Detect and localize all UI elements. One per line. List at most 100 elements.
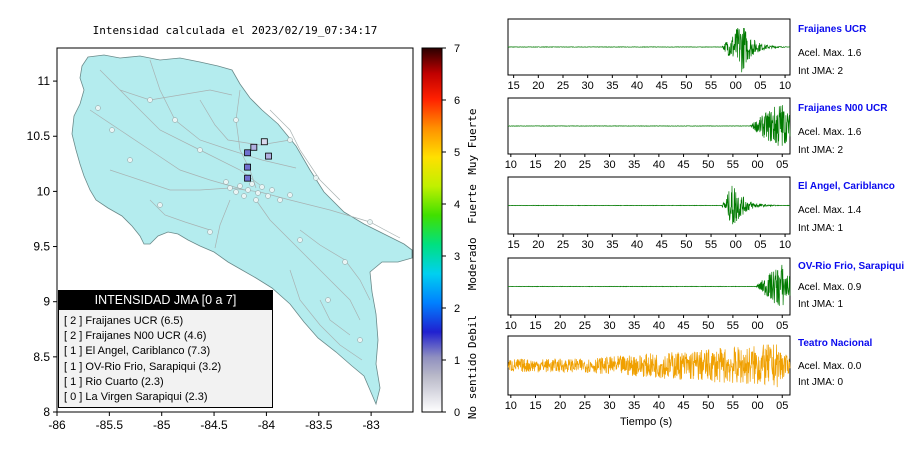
seismogram-tick-label: 15 [529, 320, 541, 332]
seismogram-tick-label: 25 [557, 239, 569, 251]
map-roads [89, 59, 401, 361]
seismogram-tick-label: 40 [653, 159, 665, 171]
seismogram-tick-label: 00 [751, 400, 763, 412]
seismogram-tick-label: 00 [730, 239, 742, 251]
colorbar-tick-label: 7 [454, 43, 460, 55]
seismogram-tick-label: 25 [557, 80, 569, 92]
seismogram-panels: 15 20 25 30 35 40 45 50 55 00 05 10 10 15 20 25 30 35 40 45… [505, 18, 791, 412]
seismogram-tick-label: 50 [702, 320, 714, 332]
seismogram-trace [507, 344, 791, 388]
station-acel: Acel. Max. 0.0 [798, 361, 862, 372]
lon-tick-label: -85.5 [96, 418, 124, 432]
seismogram-tick-label: 30 [603, 159, 615, 171]
seismogram-tick-label: 35 [628, 159, 640, 171]
seismogram-tick-label: 40 [631, 80, 643, 92]
seismogram-tick-label: 50 [680, 80, 692, 92]
legend-item: [ 2 ] Fraijanes N00 UCR (4.6) [64, 330, 207, 343]
station-name: Teatro Nacional [798, 338, 873, 349]
seismogram-tick-label: 10 [779, 80, 791, 92]
colorbar-tick-label: 4 [454, 199, 460, 211]
seismogram-tick-label: 40 [631, 239, 643, 251]
seismogram-tick-label: 40 [653, 400, 665, 412]
station-acel: Acel. Max. 0.9 [798, 282, 862, 293]
seismogram-tick-label: 00 [730, 80, 742, 92]
colorbar-tick-label: 3 [454, 251, 460, 263]
lat-tick-label: 10.5 [27, 129, 51, 143]
colorbar-tick-label: 1 [454, 355, 460, 367]
seismogram-tick-label: 35 [606, 239, 618, 251]
station-name: OV-Rio Frio, Sarapiqui [798, 261, 905, 272]
legend-title: INTENSIDAD JMA [0 a 7] [59, 291, 272, 310]
seismogram-tick-label: 35 [606, 80, 618, 92]
seismogram-tick-label: 10 [505, 159, 517, 171]
legend-item: [ 2 ] Fraijanes UCR (6.5) [64, 315, 184, 327]
seismogram-tick-label: 35 [628, 400, 640, 412]
lon-tick-label: -84.5 [200, 418, 228, 432]
seismogram-tick-label: 10 [505, 320, 517, 332]
seismogram-tick-label: 45 [677, 320, 689, 332]
seismogram-trace [507, 105, 791, 146]
seismogram-tick-label: 45 [677, 159, 689, 171]
seismogram-tick-label: 40 [653, 320, 665, 332]
station-acel: Acel. Max. 1.6 [798, 48, 862, 59]
seismogram-trace [508, 185, 791, 225]
seismogram-tick-label: 20 [554, 159, 566, 171]
station-marker [250, 143, 258, 151]
seismogram-tick-label: 05 [776, 320, 788, 332]
legend-item: [ 1 ] Rio Cuarto (2.3) [64, 375, 164, 388]
station-name: Fraijanes N00 UCR [798, 103, 888, 114]
station-int: Int JMA: 2 [798, 66, 844, 77]
map-title: Intensidad calculada el 2023/02/19_07:34… [92, 24, 378, 37]
station-int: Int JMA: 1 [798, 299, 844, 310]
lat-tick-label: 8.5 [33, 350, 50, 364]
colorbar-category-label: Debil [466, 315, 479, 348]
lon-tick-label: -85 [153, 418, 171, 432]
station-name: Fraijanes UCR [798, 24, 867, 35]
seismogram-tick-label: 15 [529, 400, 541, 412]
station-acel: Acel. Max. 1.6 [798, 127, 862, 138]
legend-item: [ 1 ] El Angel, Cariblanco (7.3) [64, 345, 211, 358]
seismogram-tick-label: 35 [628, 320, 640, 332]
seismogram-tick-label: 55 [705, 80, 717, 92]
seismogram-tick-label: 50 [702, 159, 714, 171]
colorbar [421, 47, 443, 413]
colorbar-category-label: Moderado [466, 237, 479, 290]
lat-tick-label: 10 [37, 184, 51, 198]
seismogram-tick-label: 30 [603, 400, 615, 412]
seismogram-tick-label: 55 [727, 400, 739, 412]
seismogram-tick-label: 55 [727, 159, 739, 171]
seismogram-xlabel: Tiempo (s) [620, 416, 673, 428]
station-int: Int JMA: 0 [798, 377, 844, 388]
seismogram-tick-label: 20 [532, 239, 544, 251]
seismogram-tick-label: 25 [579, 320, 591, 332]
colorbar-tick-label: 2 [454, 303, 460, 315]
seismogram-tick-label: 15 [508, 80, 520, 92]
seismogram-tick-label: 15 [508, 239, 520, 251]
seismogram-tick-label: 25 [579, 159, 591, 171]
seismogram-tick-label: 45 [677, 400, 689, 412]
seismogram-tick-label: 55 [727, 320, 739, 332]
lon-tick-label: -84 [258, 418, 276, 432]
seismogram-trace [508, 264, 791, 306]
seismogram-tick-label: 45 [656, 239, 668, 251]
seismogram-tick-label: 05 [776, 400, 788, 412]
legend-item: [ 1 ] OV-Rio Frio, Sarapiqui (3.2) [64, 360, 222, 373]
seismogram-tick-label: 50 [680, 239, 692, 251]
colorbar-category-label: Fuerte [466, 184, 479, 224]
map-axes: -86 -85.5 -85 -84.5 -84 -83.5 -83 11 10.5 10 9.5 9 8… [27, 74, 380, 432]
seismogram-tick-label: 30 [603, 320, 615, 332]
seismogram-tick-label: 00 [751, 320, 763, 332]
intensity-legend: INTENSIDAD JMA [0 a 7] [ 2 ] Fraijanes U… [58, 290, 273, 408]
seismogram-tick-label: 20 [532, 80, 544, 92]
seismogram-tick-label: 45 [656, 80, 668, 92]
station-marker [244, 174, 251, 182]
station-name: El Angel, Cariblanco [798, 181, 895, 192]
colorbar-tick-label: 6 [454, 95, 460, 107]
lat-tick-label: 8 [43, 405, 50, 419]
seismogram-tick-label: 05 [776, 159, 788, 171]
station-marker [265, 152, 272, 160]
station-int: Int JMA: 1 [798, 223, 844, 234]
map-towns [95, 97, 373, 343]
station-marker [244, 149, 251, 157]
